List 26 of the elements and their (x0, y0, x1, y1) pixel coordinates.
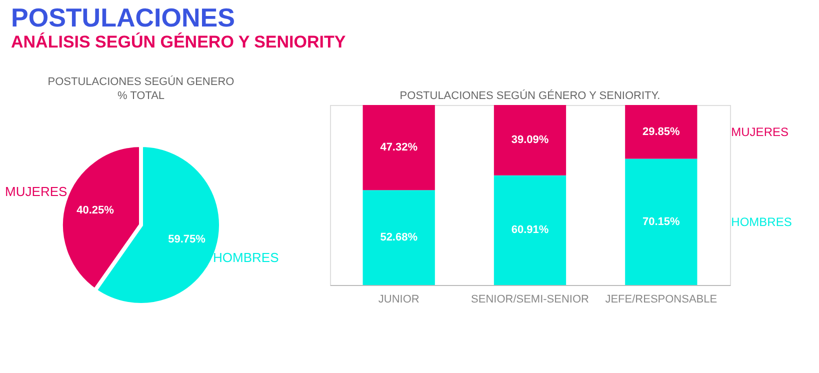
data-label: 29.85% (642, 126, 680, 138)
data-label: 39.09% (511, 134, 549, 146)
slice-label: MUJERES (5, 184, 68, 199)
bar (494, 105, 566, 176)
x-tick-label: JEFE/RESPONSABLE (605, 294, 718, 306)
text: ANÁLISIS SEGÚN GÉNERO Y SENIORITY (11, 32, 346, 52)
bar (362, 105, 435, 190)
chart-title: POSTULACIONES SEGÚN GENERO (48, 75, 235, 88)
data-label: 40.25% (76, 204, 114, 217)
data-label: 60.91% (511, 224, 549, 236)
x-tick-label: JUNIOR (378, 294, 420, 306)
data-label: 47.32% (380, 142, 418, 154)
chart-title: POSTULACIONES SEGÚN GÉNERO Y SENIORITY. (400, 89, 660, 102)
bar (362, 190, 435, 285)
bar (494, 175, 566, 285)
slice-label: HOMBRES (213, 250, 280, 266)
text: HOMBRES (731, 214, 792, 229)
data-label: 52.68% (380, 232, 418, 244)
text: POSTULACIONES (11, 2, 235, 32)
x-tick-label: SENIOR/SEMI-SENIOR (471, 294, 590, 306)
data-label: 70.15% (642, 216, 680, 228)
text: MUJERES (731, 124, 788, 139)
data-label: 59.75% (168, 233, 206, 246)
bar (625, 158, 698, 285)
chart-subtitle: % TOTAL (117, 90, 165, 102)
bar (625, 105, 698, 159)
